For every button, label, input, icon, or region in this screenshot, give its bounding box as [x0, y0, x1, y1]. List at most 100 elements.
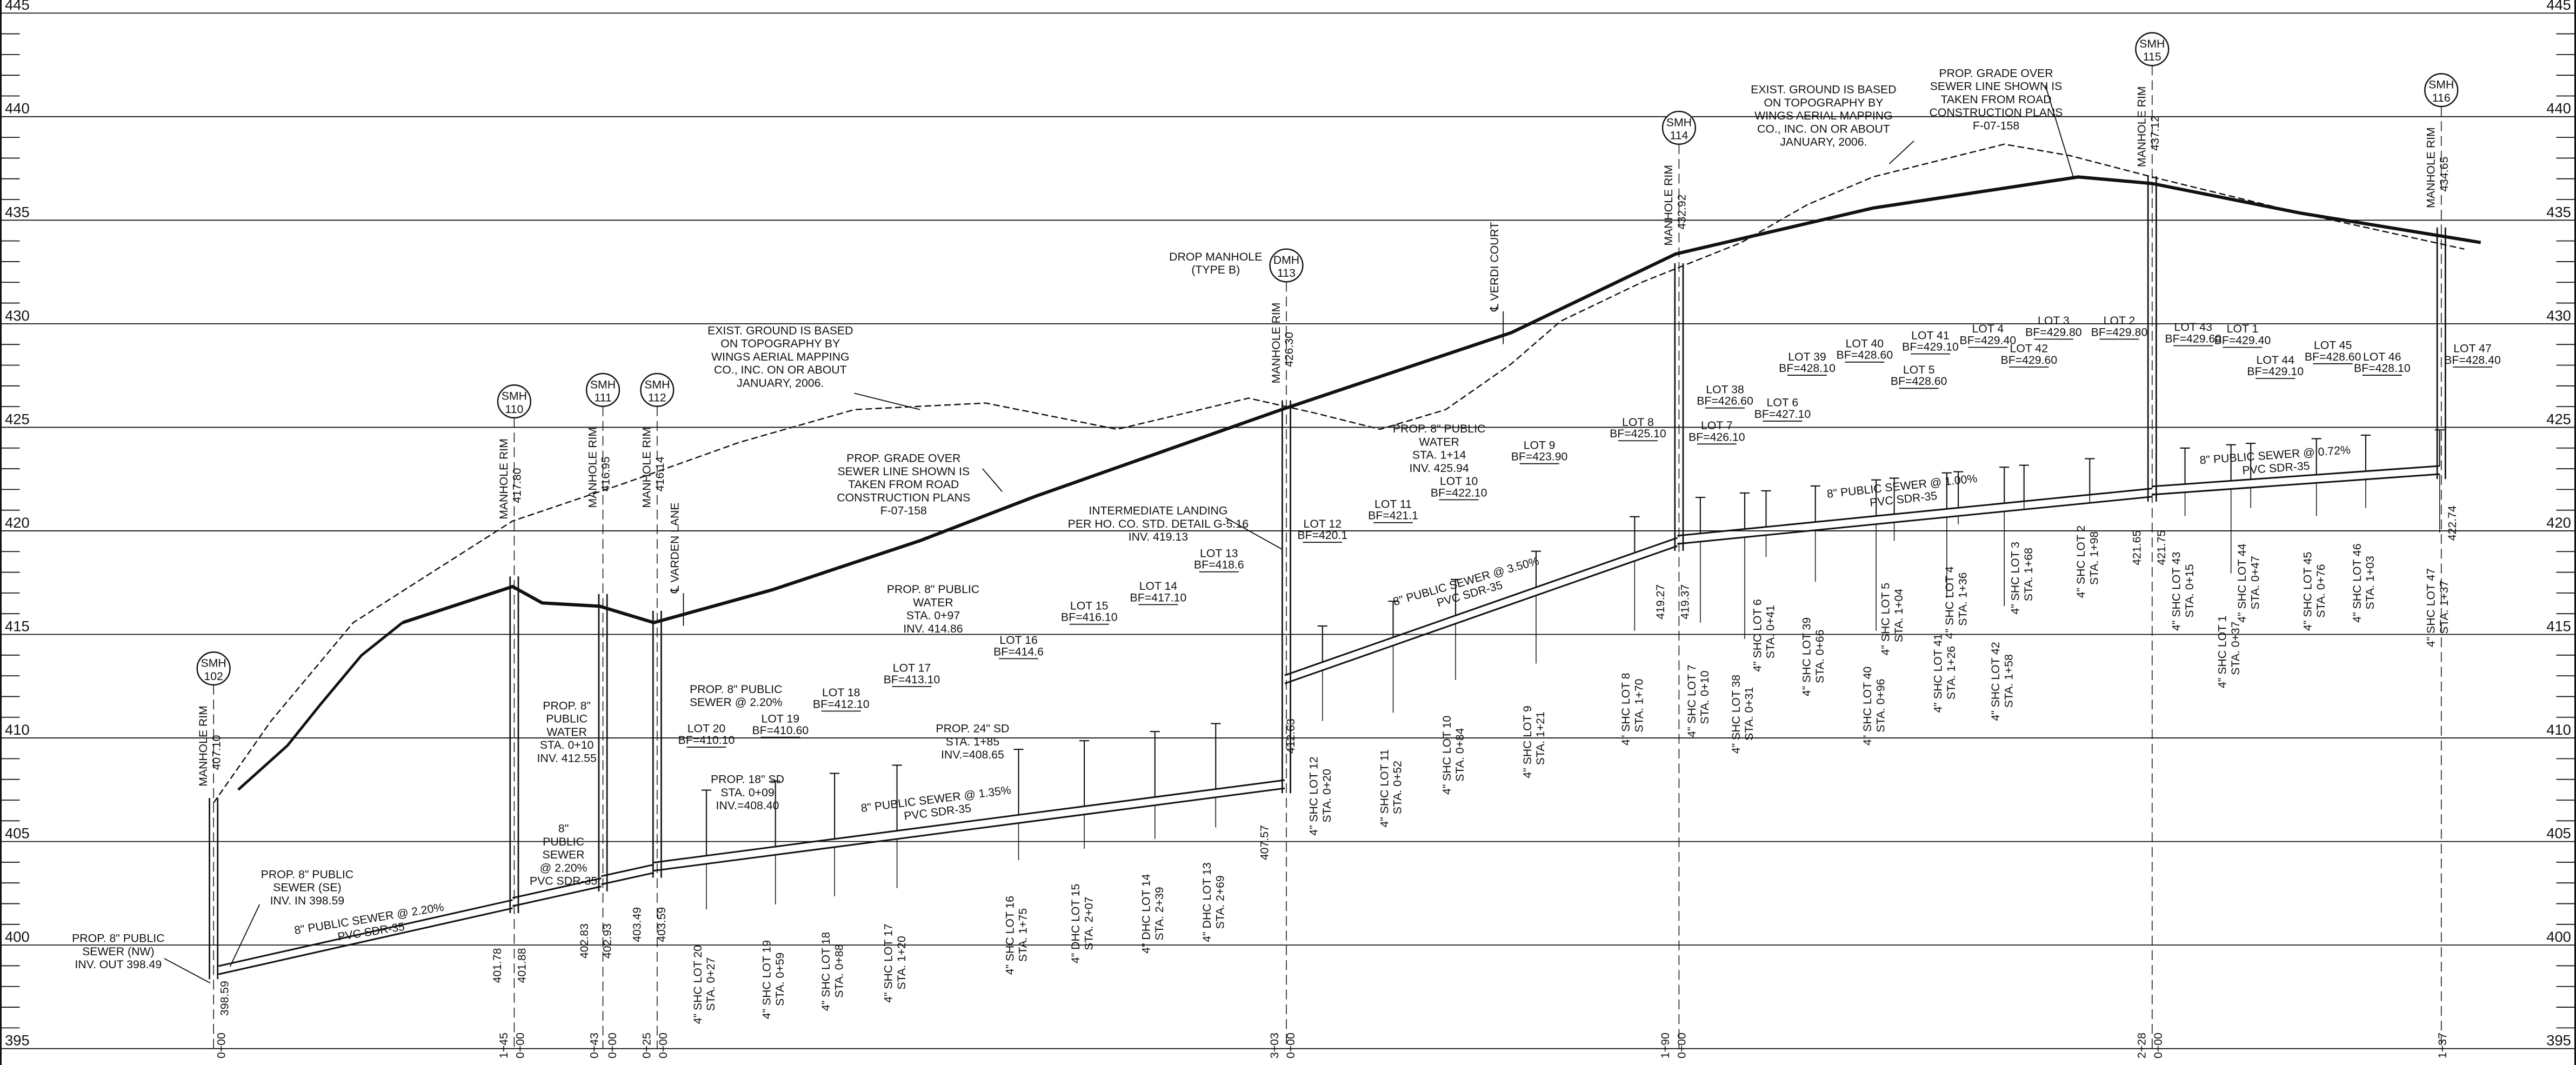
invert-label: 403.49	[630, 907, 643, 942]
service-station: STA. 1+70	[1633, 679, 1646, 733]
lot-number: LOT 6	[1767, 396, 1799, 409]
lot-number: LOT 39	[1788, 350, 1826, 363]
lot-number: LOT 41	[1911, 329, 1950, 342]
note-text: WINGS AERIAL MAPPING	[711, 350, 850, 363]
lot-floor-elevation: BF=410.60	[752, 724, 809, 737]
lot-floor-elevation: BF=418.6	[1194, 558, 1244, 571]
lot-number: LOT 45	[2314, 339, 2352, 352]
service-label: 4" SHC LOT 43	[2170, 552, 2183, 631]
note-text: INV. 419.13	[1129, 530, 1188, 543]
elevation-label: 435	[5, 203, 30, 220]
invert-label: 419.27	[1654, 584, 1667, 620]
station-label: 0+00	[606, 1033, 619, 1059]
invert-label: 422.74	[2446, 505, 2459, 541]
elevation-label: 430	[2546, 307, 2571, 324]
lot-floor-elevation: BF=416.10	[1061, 611, 1118, 624]
manhole-type: SMH	[644, 378, 670, 391]
service-label: 4" SHC LOT 8	[1619, 673, 1632, 746]
service-label: 4" SHC LOT 9	[1521, 705, 1534, 778]
note-text: PROP. 8"	[543, 699, 591, 712]
service-station: STA. 2+07	[1082, 897, 1095, 950]
station-label: 0+00	[1676, 1033, 1689, 1059]
station-label: 3+03	[1268, 1033, 1281, 1059]
lot-number: LOT 8	[1622, 416, 1654, 429]
service-station: STA. 0+59	[773, 953, 786, 1006]
lot-number: LOT 47	[2453, 342, 2492, 355]
elevation-label: 425	[2546, 410, 2571, 427]
lot-number: LOT 2	[2104, 314, 2135, 327]
pipe-invert	[601, 871, 655, 886]
service-station: STA. 0+27	[704, 957, 717, 1011]
elevation-label: 440	[2546, 100, 2571, 117]
elevation-label: 415	[2546, 617, 2571, 634]
note-text: SEWER LINE SHOWN IS	[837, 465, 970, 478]
lot-floor-elevation: BF=428.40	[2444, 354, 2501, 367]
station-label: 1+90	[1659, 1033, 1672, 1059]
station-label: 0+25	[640, 1033, 653, 1059]
rim-value: 407.10	[210, 735, 223, 770]
rim-label: MANHOLE RIM	[640, 427, 653, 508]
lot-number: LOT 19	[762, 713, 800, 725]
lot-number: LOT 14	[1139, 580, 1178, 593]
lot-floor-elevation: BF=429.60	[2165, 332, 2221, 345]
lot-floor-elevation: BF=425.10	[1610, 427, 1666, 440]
lot-number: LOT 7	[1701, 419, 1733, 432]
note-text: STA. 1+14	[1412, 449, 1466, 462]
service-label: 4" SHC LOT 17	[882, 924, 895, 1003]
service-station: STA. 0+47	[2248, 556, 2261, 609]
lot-floor-elevation: BF=427.10	[1754, 408, 1811, 421]
note-text: STA. 1+85	[946, 735, 1000, 748]
note-text: INV. 414.86	[903, 622, 963, 635]
service-station: STA. 0+52	[1391, 761, 1404, 814]
lot-floor-elevation: BF=429.10	[2247, 365, 2304, 378]
leader	[164, 958, 211, 984]
service-station: STA. 0+37	[2229, 621, 2242, 675]
elevation-label: 415	[5, 617, 30, 634]
service-station: STA. 0+96	[1874, 679, 1887, 733]
service-station: STA. 0+76	[2314, 564, 2327, 617]
pipe-invert	[2152, 473, 2440, 496]
service-station: STA. 0+41	[1764, 605, 1777, 658]
service-station: STA. 1+26	[1945, 646, 1958, 700]
service-label: 4" SHC LOT 46	[2351, 543, 2364, 622]
manhole-type: SMH	[201, 657, 226, 670]
leader	[854, 392, 920, 410]
lot-floor-elevation: BF=428.60	[1837, 349, 1893, 362]
note-text: STA. 0+97	[906, 609, 960, 622]
service-label: 4" SHC LOT 38	[1730, 675, 1743, 754]
existing-ground	[213, 143, 2465, 803]
lot-floor-elevation: BF=429.40	[2214, 334, 2271, 347]
note-text: WATER	[1419, 435, 1459, 448]
centerline-label: ℄ VERDI COURT	[1488, 222, 1501, 312]
service-station: STA. 1+04	[1892, 589, 1905, 642]
manhole-number: 112	[648, 391, 666, 404]
elevation-label: 395	[2546, 1032, 2571, 1049]
manhole-number: 113	[1277, 267, 1296, 279]
station-label: 0+00	[215, 1033, 228, 1059]
elevation-label: 395	[5, 1032, 30, 1049]
invert-label: 421.75	[2155, 530, 2168, 565]
lot-floor-elevation: BF=414.6	[993, 645, 1044, 658]
elevation-label: 445	[5, 0, 30, 13]
pipe-invert	[1677, 496, 2152, 545]
elevation-label: 425	[5, 410, 30, 427]
note-text: STA. 0+10	[540, 738, 594, 751]
station-label: 1+37	[2436, 1033, 2449, 1059]
service-station: STA. 0+15	[2183, 564, 2196, 617]
note-text: TAKEN FROM ROAD	[848, 478, 959, 491]
invert-label: 421.65	[2130, 530, 2143, 565]
note-text: CO., INC. ON OR ABOUT	[1757, 123, 1890, 136]
rim-label: MANHOLE RIM	[2135, 86, 2148, 168]
note-text: (TYPE B)	[1191, 263, 1240, 276]
service-label: 4" SHC LOT 12	[1307, 756, 1320, 835]
invert-label: 402.83	[578, 923, 591, 958]
note-text: PROP. 8" PUBLIC	[1393, 422, 1485, 435]
manhole-number: 114	[1670, 129, 1688, 142]
lot-floor-elevation: BF=423.90	[1511, 450, 1568, 463]
leader	[982, 468, 1003, 492]
service-station: STA. 1+68	[2022, 548, 2035, 601]
rim-label: MANHOLE RIM	[2425, 127, 2438, 208]
note-text: F-07-158	[880, 504, 927, 517]
service-station: STA. 1+75	[1017, 908, 1030, 962]
station-label: 0+43	[588, 1033, 600, 1059]
